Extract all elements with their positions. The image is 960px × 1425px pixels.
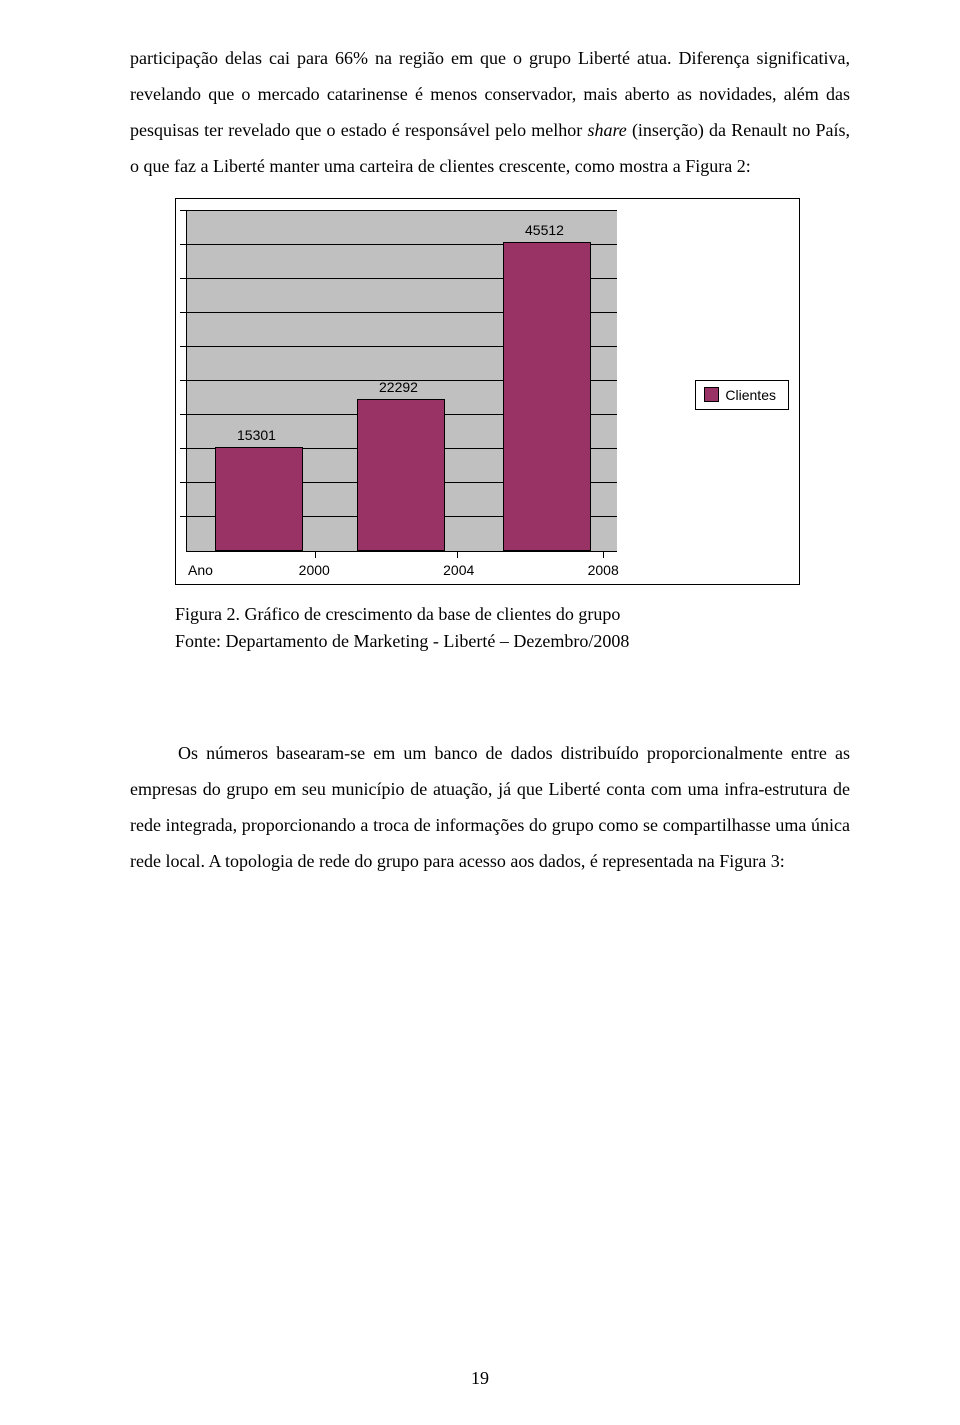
share-word: share [587,120,626,140]
x-category-2000: 2000 [242,562,386,578]
plot-area: 15301 22292 45512 [186,211,617,552]
paragraph-1: participação delas cai para 66% na regiã… [130,40,850,184]
y-tick [180,346,187,347]
bar-label-2004: 22292 [379,379,418,395]
bar-label-2008: 45512 [525,222,564,238]
chart-body: 15301 22292 45512 Ano 200020042008 [186,211,675,578]
y-tick [180,210,187,211]
lower-block: Os números basearam-se em um banco de da… [130,735,850,879]
y-tick [180,516,187,517]
figure-caption: Figura 2. Gráfico de crescimento da base… [175,601,800,655]
paragraph-2: Os números basearam-se em um banco de da… [130,735,850,879]
legend: Clientes [695,380,789,410]
bar-2008 [503,242,591,551]
figure-caption-line2: Fonte: Departamento de Marketing - Liber… [175,628,800,655]
bar-2004 [357,399,445,551]
y-tick [180,448,187,449]
x-axis-title: Ano [188,562,242,578]
y-tick [180,482,187,483]
page-number: 19 [0,1368,960,1389]
x-axis-row: Ano 200020042008 [186,552,675,578]
y-tick [180,312,187,313]
x-tick [315,551,316,558]
page-root: participação delas cai para 66% na regiã… [0,0,960,1425]
x-tick [603,551,604,558]
figure-caption-line1: Figura 2. Gráfico de crescimento da base… [175,601,800,628]
x-category-2008: 2008 [531,562,675,578]
y-tick [180,244,187,245]
x-tick [457,551,458,558]
clients-chart: 15301 22292 45512 Ano 200020042008 Cliente… [175,198,800,585]
y-tick [180,278,187,279]
gridline [187,210,617,211]
y-tick [180,414,187,415]
legend-label: Clientes [725,387,776,403]
bar-2000 [215,447,303,551]
legend-swatch [704,387,719,402]
plot-wrap: 15301 22292 45512 [186,211,675,552]
bar-label-2000: 15301 [237,427,276,443]
y-tick [180,380,187,381]
x-axis-categories: 200020042008 [242,562,675,578]
x-category-2004: 2004 [386,562,530,578]
